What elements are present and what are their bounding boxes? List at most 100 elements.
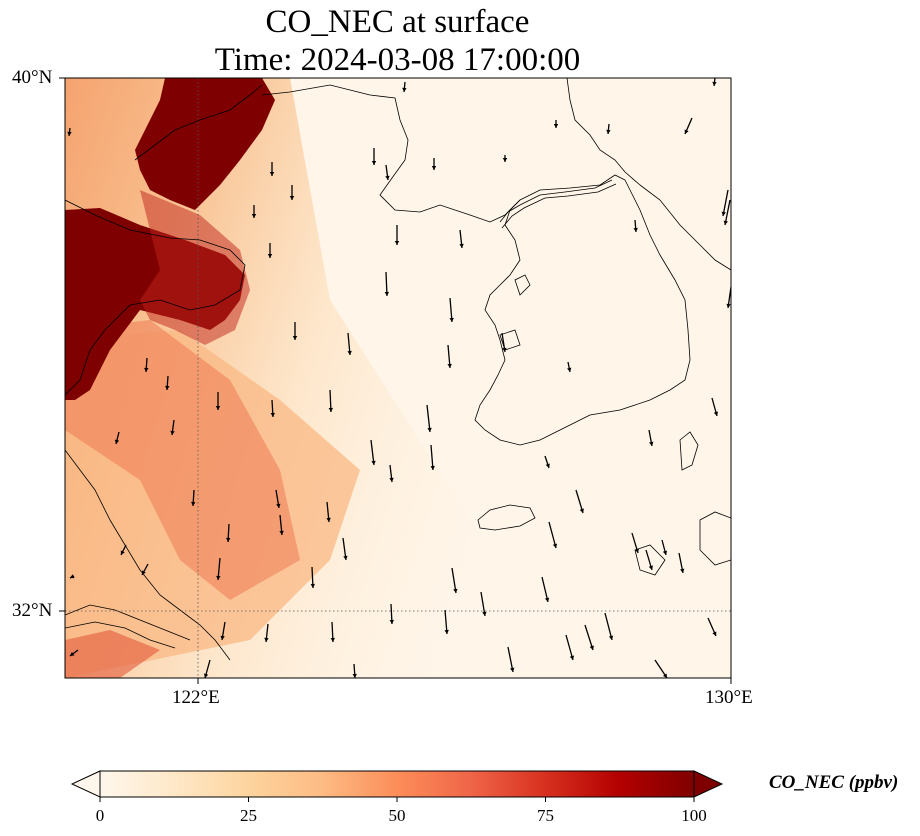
wind-vector <box>430 444 434 471</box>
wind-vector-head <box>330 637 335 642</box>
wind-vector-head <box>447 363 452 368</box>
wind-vector-head <box>606 129 611 134</box>
concentration-hotspot-edge <box>140 190 250 345</box>
wind-vector <box>584 624 594 651</box>
wind-vector-head <box>270 412 275 417</box>
wind-vector-head <box>633 227 638 232</box>
colorbar-tick-25: 25 <box>240 806 257 825</box>
wind-vector-head <box>70 574 75 579</box>
colorbar-max-extend <box>693 770 724 798</box>
wind-vector-head <box>289 196 295 200</box>
concentration-hotspot-north <box>135 78 275 210</box>
wind-vector-head <box>552 543 558 548</box>
wind-vector-head <box>589 645 594 650</box>
coastlines <box>65 78 731 661</box>
wind-vector-head <box>684 129 689 134</box>
wind-vector-head <box>389 619 394 624</box>
wind-vector-head <box>648 565 653 570</box>
wind-vector-head <box>267 254 273 258</box>
gridlines <box>65 78 731 678</box>
wind-vector-head <box>191 501 196 506</box>
wind-vector-head <box>326 517 331 522</box>
wind-vector-head <box>144 367 149 372</box>
wind-vector-head <box>459 243 464 248</box>
colorbar-label: CO_NEC (ppbv) <box>769 772 899 793</box>
wind-vector <box>541 576 549 603</box>
colorbar-tick-0: 0 <box>95 806 105 825</box>
wind-vector-head <box>453 588 458 593</box>
wind-vector-head <box>114 439 120 444</box>
wind-vector <box>575 489 584 514</box>
wind-vector-head <box>165 385 170 390</box>
wind-vector <box>724 199 731 226</box>
wind-vector-head <box>713 411 719 416</box>
colorbar-tick-50: 50 <box>388 806 406 825</box>
wind-vector-head <box>251 214 257 218</box>
wind-vector-head <box>269 172 275 176</box>
wind-vector <box>565 634 574 661</box>
wind-vector-head <box>279 530 284 535</box>
lat-label-40N: 40°N <box>12 67 53 88</box>
wind-vectors <box>67 78 731 678</box>
axis-ticks <box>59 77 732 684</box>
wind-vector-head <box>389 477 394 482</box>
wind-vector-head <box>579 508 584 513</box>
wind-vector-head <box>371 161 377 165</box>
wind-vector-head <box>502 158 508 162</box>
wind-vector-head <box>449 317 454 322</box>
wind-vector-head <box>482 611 487 616</box>
wind-vector-head <box>371 460 376 465</box>
wind-vector-head <box>680 568 685 573</box>
wind-vector-head <box>431 166 437 170</box>
wind-vector-head <box>216 575 221 580</box>
wind-vector-head <box>726 303 731 308</box>
wind-vector <box>451 567 457 594</box>
wind-vector-head <box>220 635 225 640</box>
wind-vector <box>449 297 453 323</box>
wind-vector-head <box>510 667 515 672</box>
concentration-hotspot-south <box>65 630 160 678</box>
lon-label-122E: 122°E <box>172 687 220 708</box>
wind-vector <box>480 591 486 617</box>
wind-vector-head <box>385 175 390 180</box>
wind-vector-head <box>310 583 316 588</box>
wind-vector-head <box>502 347 507 352</box>
wind-vector-head <box>662 673 667 678</box>
colorbar-min-extend <box>70 770 101 798</box>
wind-vector-head <box>553 124 559 128</box>
map-title-line-1: CO_NEC at surface <box>265 4 530 40</box>
wind-vector-head <box>394 241 400 245</box>
wind-vector <box>385 271 388 297</box>
wind-vector-head <box>427 427 432 432</box>
wind-vector-head <box>347 350 352 355</box>
wind-vector-head <box>343 555 348 560</box>
wind-vector-head <box>328 407 334 412</box>
wind-vector-head <box>141 570 146 575</box>
wind-vector-head <box>292 336 298 340</box>
wind-vector-head <box>67 131 72 136</box>
colorbar-gradient <box>100 771 694 797</box>
map-title-line-2: Time: 2024-03-08 17:00:00 <box>214 42 581 78</box>
concentration-band-high <box>65 320 300 600</box>
wind-vector-head <box>430 465 435 470</box>
wind-vector <box>722 189 729 217</box>
lat-label-32N: 32°N <box>12 600 53 621</box>
wind-vector-head <box>662 550 668 555</box>
wind-vector-head <box>120 550 125 555</box>
colorbar-tick-100: 100 <box>681 806 707 825</box>
wind-vector-head <box>203 673 209 678</box>
lon-label-130E: 130°E <box>705 687 753 708</box>
colorbar <box>70 770 724 802</box>
wind-vector-head <box>264 637 269 642</box>
wind-vector-head <box>608 635 614 640</box>
wind-vector-head <box>170 430 175 435</box>
wind-vector <box>604 612 613 641</box>
map-frame <box>64 77 732 679</box>
wind-vector-head <box>712 631 717 636</box>
wind-vector <box>548 521 557 549</box>
wind-vector-head <box>712 81 717 86</box>
wind-vector-head <box>402 87 407 92</box>
wind-vector-head <box>723 220 728 225</box>
wind-vector-head <box>352 673 357 678</box>
